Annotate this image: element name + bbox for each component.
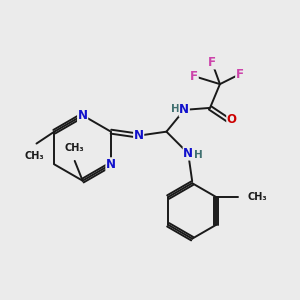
Text: N: N <box>179 103 189 116</box>
Text: H: H <box>194 150 203 161</box>
Text: H: H <box>171 104 180 114</box>
Text: CH₃: CH₃ <box>248 192 268 202</box>
Text: F: F <box>236 68 244 81</box>
Text: F: F <box>190 70 198 83</box>
Text: CH₃: CH₃ <box>25 152 44 161</box>
Text: N: N <box>78 109 88 122</box>
Text: O: O <box>227 113 237 126</box>
Text: CH₃: CH₃ <box>65 143 85 153</box>
Text: N: N <box>183 147 193 160</box>
Text: N: N <box>106 158 116 171</box>
Text: F: F <box>208 56 216 69</box>
Text: N: N <box>134 129 144 142</box>
